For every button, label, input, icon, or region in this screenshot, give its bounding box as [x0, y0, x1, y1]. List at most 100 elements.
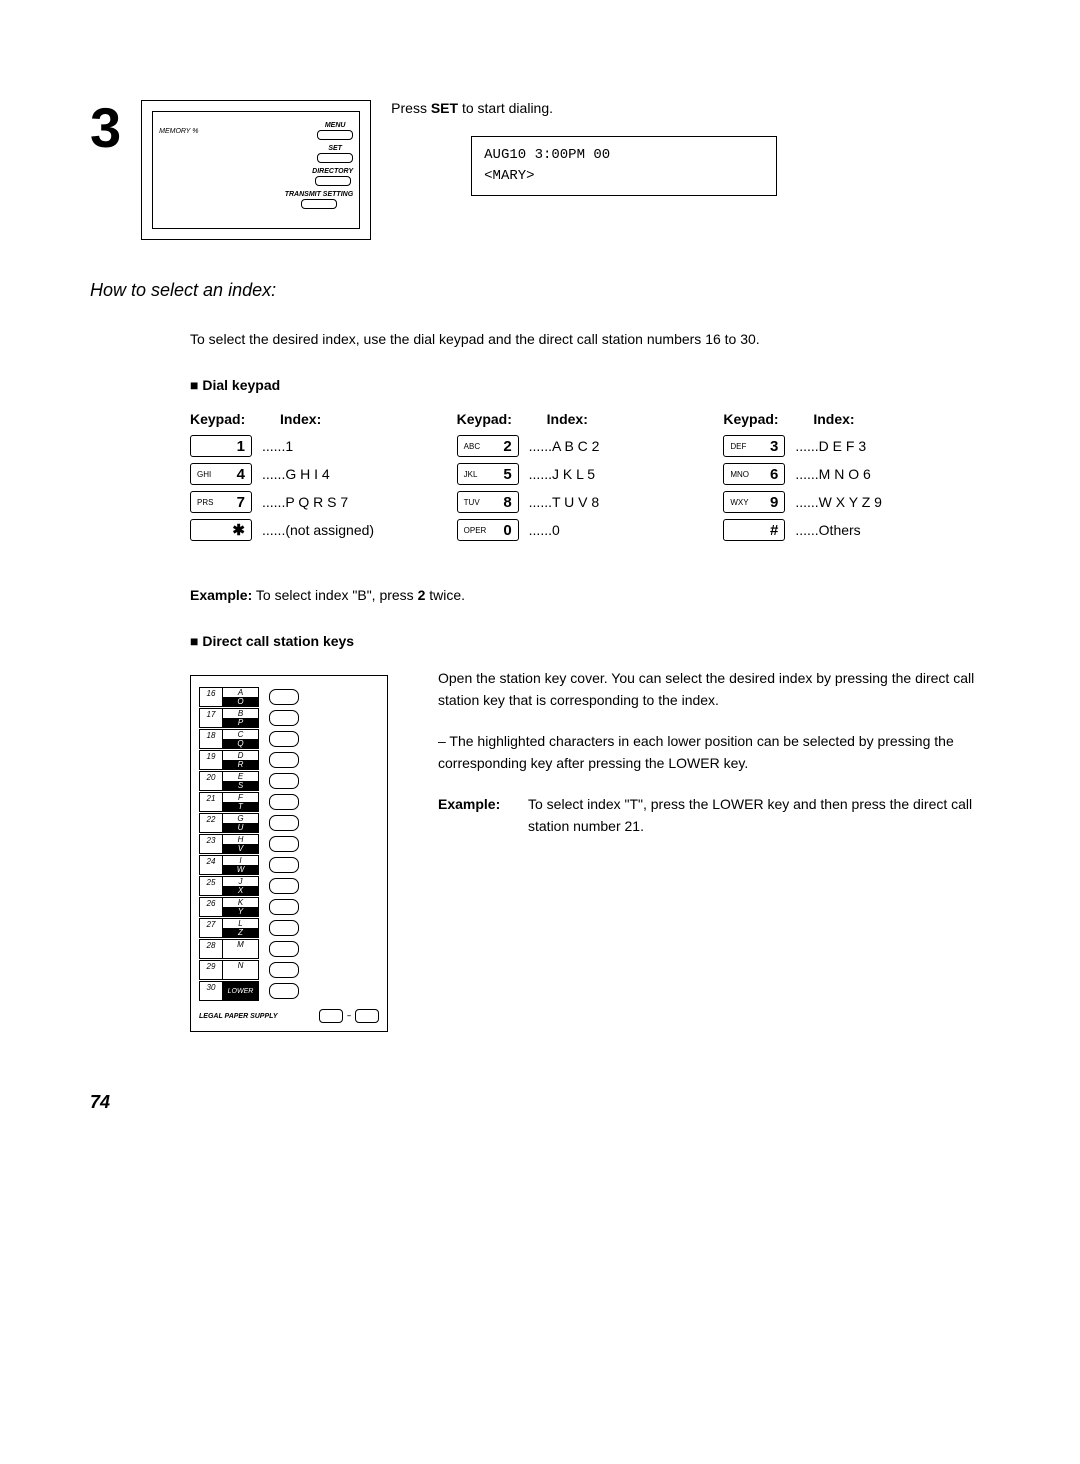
station-row: 29N	[199, 960, 379, 980]
station-row: 17BP	[199, 708, 379, 728]
keypad-key-big: 8	[503, 494, 511, 511]
keypad-key-small: WXY	[730, 498, 748, 507]
station-row: 28M	[199, 939, 379, 959]
station-top-letter: I	[223, 856, 258, 865]
keypad-key-big: ✱	[232, 521, 245, 539]
station-top-letter: J	[223, 877, 258, 886]
station-row: 16AO	[199, 687, 379, 707]
keypad-key-small: MNO	[730, 470, 749, 479]
legal-paper-label: LEGAL PAPER SUPPLY	[199, 1013, 278, 1020]
station-key-diagram: 16AO17BP18CQ19DR20ES21FT22GU23HV24IW25JX…	[190, 675, 388, 1032]
station-oval-button	[269, 857, 299, 873]
station-oval-button	[269, 962, 299, 978]
station-oval-button	[269, 731, 299, 747]
keypad-key-big: 2	[503, 438, 511, 455]
station-bottom-letter: R	[223, 760, 258, 769]
panel-menu-button	[317, 130, 353, 140]
memory-label: MEMORY %	[159, 128, 198, 135]
keypad-key: PRS7	[190, 491, 252, 513]
station-row: 19DR	[199, 750, 379, 770]
station-num: 25	[200, 877, 223, 895]
keypad-key-big: 6	[770, 466, 778, 483]
direct-example-text: To select index "T", press the LOWER key…	[528, 793, 990, 838]
legal-rect	[319, 1009, 343, 1023]
keypad-index: ......Others	[795, 522, 860, 538]
station-row: 23HV	[199, 834, 379, 854]
keypad-index: ......G H I 4	[262, 466, 330, 482]
keypad-row: 1......1	[190, 435, 417, 457]
keypad-grid: Keypad: Index: 1......1 GHI4 ......G H I 4 PR…	[190, 411, 950, 547]
step-number: 3	[90, 100, 121, 156]
kp-header-keypad: Keypad:	[457, 411, 547, 427]
station-oval-button	[269, 710, 299, 726]
keypad-index: ......T U V 8	[529, 494, 600, 510]
station-num: 19	[200, 751, 223, 769]
station-lower-label: LOWER	[223, 982, 258, 1000]
keypad-key: ABC 2	[457, 435, 519, 457]
station-cell: 24IW	[199, 855, 259, 875]
keypad-key: JKL5	[457, 463, 519, 485]
station-row: 24IW	[199, 855, 379, 875]
legal-paper-row: LEGAL PAPER SUPPLY–	[199, 1009, 379, 1023]
keypad-row: GHI4 ......G H I 4	[190, 463, 417, 485]
lcd-line1: AUG10 3:00PM 00	[484, 145, 764, 166]
keypad-key: GHI4	[190, 463, 252, 485]
station-cell: 18CQ	[199, 729, 259, 749]
keypad-index: ......P Q R S 7	[262, 494, 348, 510]
section-heading: How to select an index:	[90, 280, 990, 301]
keypad-row: # ......Others	[723, 519, 950, 541]
keypad-key: WXY9	[723, 491, 785, 513]
station-num: 20	[200, 772, 223, 790]
panel-transmit-label: TRANSMIT SETTING	[285, 191, 353, 198]
station-top-letter: N	[223, 961, 258, 970]
station-num: 18	[200, 730, 223, 748]
station-row: 22GU	[199, 813, 379, 833]
keypad-key-big: 7	[237, 494, 245, 511]
direct-example-label: Example:	[438, 793, 528, 838]
station-cell: 16AO	[199, 687, 259, 707]
keypad-key: 1	[190, 435, 252, 457]
station-oval-button	[269, 941, 299, 957]
station-bottom-letter: U	[223, 823, 258, 832]
example-label: Example:	[190, 587, 252, 603]
station-num: 21	[200, 793, 223, 811]
kp-header-index: Index:	[813, 411, 854, 427]
keypad-key-small: TUV	[464, 498, 480, 507]
example-text-1: To select index "B", press	[252, 587, 417, 603]
station-oval-button	[269, 899, 299, 915]
example-text-2: twice.	[425, 587, 465, 603]
keypad-row: WXY9 ......W X Y Z 9	[723, 491, 950, 513]
keypad-index: ......J K L 5	[529, 466, 595, 482]
keypad-key: ✱	[190, 519, 252, 541]
station-oval-button	[269, 920, 299, 936]
keypad-index: ......0	[529, 522, 560, 538]
keypad-key-small: ABC	[464, 442, 480, 451]
station-bottom-letter: V	[223, 844, 258, 853]
station-bottom-letter: Z	[223, 928, 258, 937]
keypad-row: OPER0......0	[457, 519, 684, 541]
station-num: 27	[200, 919, 223, 937]
keypad-key-big: 0	[503, 522, 511, 539]
keypad-index: ......M N O 6	[795, 466, 870, 482]
station-num: 16	[200, 688, 223, 706]
press-text-bold: SET	[431, 100, 458, 116]
lcd-line2: <MARY>	[484, 166, 764, 187]
step-3-instruction: Press SET to start dialing. AUG10 3:00PM…	[391, 100, 990, 196]
station-cell: 30LOWER	[199, 981, 259, 1001]
keypad-index: ......W X Y Z 9	[795, 494, 882, 510]
station-bottom-letter: X	[223, 886, 258, 895]
keypad-key-big: #	[770, 522, 778, 539]
keypad-key-small: DEF	[730, 442, 746, 451]
station-oval-button	[269, 983, 299, 999]
keypad-row: TUV 8 ......T U V 8	[457, 491, 684, 513]
station-bottom-letter: Y	[223, 907, 258, 916]
keypad-index: ......A B C 2	[529, 438, 600, 454]
panel-directory-button	[315, 176, 351, 186]
keypad-key: MNO 6	[723, 463, 785, 485]
station-oval-button	[269, 752, 299, 768]
station-oval-button	[269, 773, 299, 789]
station-oval-button	[269, 689, 299, 705]
station-num: 22	[200, 814, 223, 832]
station-cell: 17BP	[199, 708, 259, 728]
keypad-key-small: JKL	[464, 470, 478, 479]
